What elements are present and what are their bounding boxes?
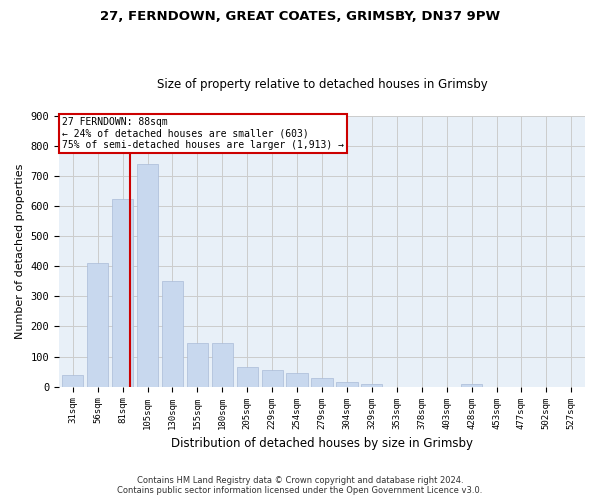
X-axis label: Distribution of detached houses by size in Grimsby: Distribution of detached houses by size …	[171, 437, 473, 450]
Bar	[112, 198, 133, 386]
Bar	[212, 343, 233, 386]
Bar	[311, 378, 332, 386]
Bar	[187, 343, 208, 386]
Y-axis label: Number of detached properties: Number of detached properties	[15, 164, 25, 339]
Bar	[262, 370, 283, 386]
Bar	[286, 373, 308, 386]
Bar	[162, 282, 183, 387]
Bar	[461, 384, 482, 386]
Bar	[137, 164, 158, 386]
Text: 27 FERNDOWN: 88sqm
← 24% of detached houses are smaller (603)
75% of semi-detach: 27 FERNDOWN: 88sqm ← 24% of detached hou…	[62, 117, 344, 150]
Bar	[62, 374, 83, 386]
Bar	[236, 367, 258, 386]
Bar	[337, 382, 358, 386]
Title: Size of property relative to detached houses in Grimsby: Size of property relative to detached ho…	[157, 78, 487, 91]
Bar	[361, 384, 382, 386]
Bar	[87, 264, 108, 386]
Text: Contains HM Land Registry data © Crown copyright and database right 2024.
Contai: Contains HM Land Registry data © Crown c…	[118, 476, 482, 495]
Text: 27, FERNDOWN, GREAT COATES, GRIMSBY, DN37 9PW: 27, FERNDOWN, GREAT COATES, GRIMSBY, DN3…	[100, 10, 500, 23]
